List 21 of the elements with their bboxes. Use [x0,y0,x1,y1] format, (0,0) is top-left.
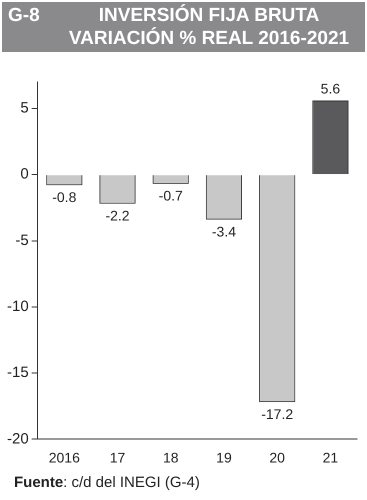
data-label: -17.2 [261,406,294,422]
data-label: 5.6 [320,80,340,96]
x-tick-label: 19 [216,449,232,466]
x-tick-label: 21 [322,449,338,466]
text: G-8 [8,4,40,27]
y-tick-label: -15 [6,364,29,382]
x-tick-label: 2016 [48,449,80,466]
y-tick-label: -20 [6,430,29,448]
y-tick-label: -10 [6,298,29,316]
y-tick-label: 0 [20,166,29,183]
y-tick-label: -5 [15,232,29,249]
source-note: Fuente: c/d del INEGI (G-4) [14,474,200,491]
x-tick-label: 20 [269,449,286,466]
y-tick-label: 5 [20,100,29,117]
data-label: -2.2 [105,208,130,224]
x-tick-label: 17 [110,449,126,466]
chart-title: INVERSIÓN FIJA BRUTA VARIACIÓN % REAL 2016-2021 [68,4,350,50]
data-label: -0.8 [52,189,77,206]
x-tick-label: 18 [162,449,179,466]
data-label: -3.4 [212,223,236,240]
data-label: -0.7 [158,188,184,204]
